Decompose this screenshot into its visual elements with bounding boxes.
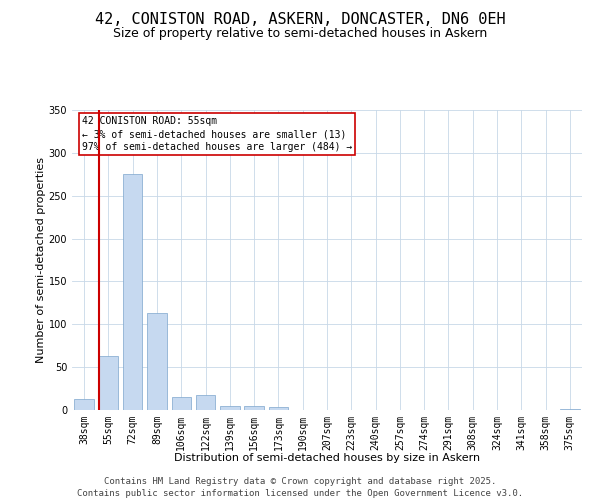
Bar — [99, 356, 118, 410]
Bar — [123, 174, 142, 410]
Text: Contains HM Land Registry data © Crown copyright and database right 2025.
Contai: Contains HM Land Registry data © Crown c… — [77, 476, 523, 498]
Bar — [172, 397, 191, 410]
Y-axis label: Number of semi-detached properties: Number of semi-detached properties — [36, 157, 46, 363]
Bar — [147, 313, 167, 410]
X-axis label: Distribution of semi-detached houses by size in Askern: Distribution of semi-detached houses by … — [174, 453, 480, 463]
Text: 42 CONISTON ROAD: 55sqm
← 3% of semi-detached houses are smaller (13)
97% of sem: 42 CONISTON ROAD: 55sqm ← 3% of semi-det… — [82, 116, 352, 152]
Bar — [244, 406, 264, 410]
Bar — [196, 394, 215, 410]
Bar — [269, 406, 288, 410]
Bar — [560, 409, 580, 410]
Bar — [74, 399, 94, 410]
Bar — [220, 406, 239, 410]
Text: 42, CONISTON ROAD, ASKERN, DONCASTER, DN6 0EH: 42, CONISTON ROAD, ASKERN, DONCASTER, DN… — [95, 12, 505, 28]
Text: Size of property relative to semi-detached houses in Askern: Size of property relative to semi-detach… — [113, 28, 487, 40]
